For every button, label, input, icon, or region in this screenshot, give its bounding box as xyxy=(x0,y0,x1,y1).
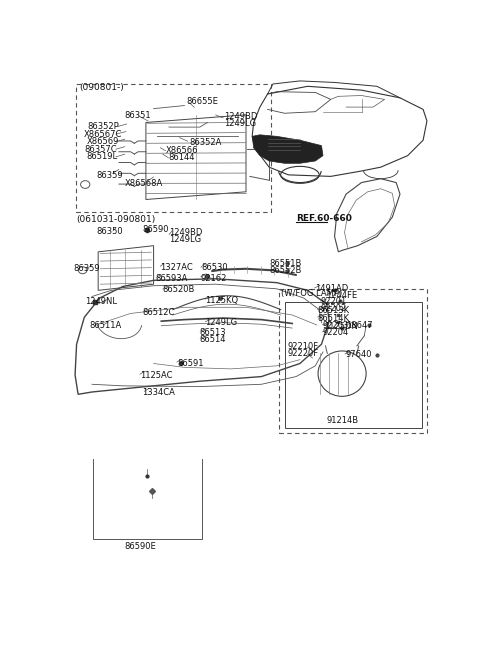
Text: 86359: 86359 xyxy=(96,171,123,180)
Text: 92220F: 92220F xyxy=(288,350,319,358)
Text: 91214B: 91214B xyxy=(326,415,359,424)
Text: 1125DN: 1125DN xyxy=(324,322,358,331)
Text: 86655E: 86655E xyxy=(187,98,219,106)
Text: X86568A: X86568A xyxy=(125,179,163,188)
Text: 1125AC: 1125AC xyxy=(140,371,172,380)
Text: 1249LG: 1249LG xyxy=(205,318,238,328)
Text: 18647: 18647 xyxy=(346,321,372,330)
Text: 86520B: 86520B xyxy=(162,286,195,295)
Text: 1125KQ: 1125KQ xyxy=(204,295,238,305)
Bar xyxy=(279,290,427,433)
Text: 86352A: 86352A xyxy=(189,138,221,147)
Text: REF.60-660: REF.60-660 xyxy=(296,214,352,223)
Text: 97640: 97640 xyxy=(345,350,372,360)
Text: 1249BD: 1249BD xyxy=(224,113,257,121)
Text: (061031-090801): (061031-090801) xyxy=(76,215,155,224)
Text: (W/FOG LAMP): (W/FOG LAMP) xyxy=(281,290,342,299)
Text: 86350: 86350 xyxy=(96,227,123,236)
Text: 86590: 86590 xyxy=(143,225,169,234)
Text: 92204: 92204 xyxy=(322,328,348,337)
Bar xyxy=(285,301,421,428)
Text: 1491AD: 1491AD xyxy=(315,284,348,293)
Text: 86552B: 86552B xyxy=(269,266,301,275)
Text: 1249BD: 1249BD xyxy=(169,228,203,237)
Text: 86513: 86513 xyxy=(200,328,227,337)
Bar xyxy=(76,84,271,212)
Text: 86511A: 86511A xyxy=(89,321,121,330)
Text: X86567C: X86567C xyxy=(84,130,122,139)
Text: 86514: 86514 xyxy=(200,335,226,344)
Polygon shape xyxy=(252,135,323,163)
Text: 86144: 86144 xyxy=(168,153,195,162)
Text: 1249LG: 1249LG xyxy=(224,119,256,128)
Text: 86551B: 86551B xyxy=(269,259,301,268)
Text: 86351: 86351 xyxy=(124,111,151,120)
Text: 86352P: 86352P xyxy=(88,122,120,131)
Text: 1244FE: 1244FE xyxy=(326,291,358,301)
Text: 92210F: 92210F xyxy=(288,343,319,352)
Text: 86357C: 86357C xyxy=(84,145,117,154)
Text: 92202: 92202 xyxy=(321,304,347,313)
Text: 86590E: 86590E xyxy=(124,542,156,551)
Text: 92201: 92201 xyxy=(321,297,347,306)
Text: X86569: X86569 xyxy=(86,137,119,146)
Text: (090801-): (090801-) xyxy=(79,83,124,92)
Text: 86513K: 86513K xyxy=(318,306,350,315)
Text: 86530: 86530 xyxy=(202,263,228,272)
Text: 86519L: 86519L xyxy=(86,152,118,161)
Text: 1334CA: 1334CA xyxy=(143,388,175,397)
Text: 86593A: 86593A xyxy=(156,274,188,283)
Text: 86514K: 86514K xyxy=(318,314,350,323)
Text: 86591: 86591 xyxy=(177,358,204,367)
Text: 1327AC: 1327AC xyxy=(160,263,193,272)
Text: 86359: 86359 xyxy=(73,264,100,272)
Text: X86566: X86566 xyxy=(166,146,199,155)
Text: 92203: 92203 xyxy=(322,321,348,330)
Text: 86512C: 86512C xyxy=(143,308,175,317)
Text: 92162: 92162 xyxy=(201,274,228,283)
Text: 1249NL: 1249NL xyxy=(85,297,117,306)
Text: 1249LG: 1249LG xyxy=(169,235,201,244)
